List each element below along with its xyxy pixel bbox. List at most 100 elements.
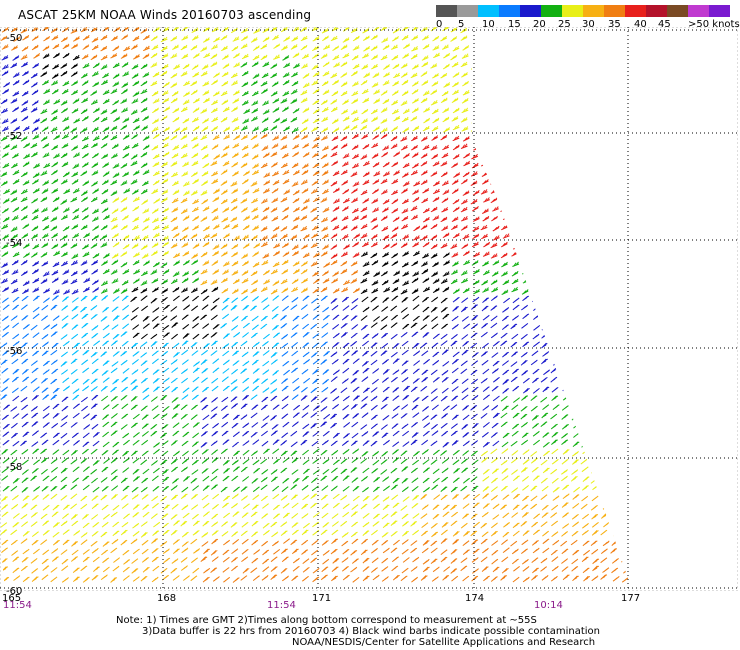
wind-barb bbox=[50, 394, 58, 401]
wind-barb bbox=[591, 206, 598, 212]
wind-barb bbox=[350, 440, 358, 447]
wind-barb bbox=[301, 368, 309, 375]
wind-barb bbox=[522, 81, 530, 88]
wind-barb bbox=[292, 197, 300, 204]
wind-barb bbox=[621, 305, 629, 312]
wind-barb bbox=[70, 260, 78, 266]
wind-barb bbox=[370, 322, 378, 328]
wind-barb bbox=[2, 439, 10, 446]
wind-barb bbox=[522, 459, 530, 465]
wind-barb bbox=[202, 511, 210, 517]
wind-barb bbox=[50, 458, 58, 465]
wind-barb bbox=[212, 422, 220, 429]
wind-barb bbox=[112, 333, 120, 340]
wind-barb bbox=[402, 530, 409, 537]
wind-barb bbox=[161, 63, 169, 70]
wind-barb bbox=[171, 413, 179, 419]
wind-barb bbox=[231, 288, 239, 294]
wind-barb bbox=[362, 160, 370, 167]
wind-barb bbox=[340, 81, 348, 87]
wind-barb bbox=[60, 100, 68, 106]
wind-barb bbox=[232, 350, 240, 357]
wind-barb bbox=[61, 315, 69, 321]
wind-barb bbox=[451, 179, 459, 185]
wind-barb bbox=[362, 143, 370, 150]
wind-barb bbox=[110, 469, 118, 475]
wind-barb bbox=[572, 261, 580, 268]
wind-barb bbox=[342, 413, 350, 420]
wind-barb bbox=[383, 72, 390, 78]
wind-barb bbox=[441, 369, 449, 376]
wind-barb bbox=[520, 421, 528, 428]
wind-barb bbox=[43, 99, 50, 105]
wind-barb bbox=[192, 97, 200, 104]
wind-barb bbox=[542, 79, 549, 86]
wind-barb bbox=[121, 295, 129, 302]
wind-barb bbox=[220, 323, 228, 329]
wind-barb bbox=[31, 126, 39, 133]
wind-barb bbox=[231, 502, 238, 509]
wind-barb bbox=[450, 549, 458, 555]
wind-barb bbox=[141, 539, 149, 546]
wind-barb bbox=[100, 198, 108, 205]
wind-barb bbox=[430, 171, 438, 177]
wind-barb bbox=[260, 484, 268, 491]
wind-barb bbox=[520, 189, 528, 195]
wind-barb bbox=[231, 251, 238, 258]
wind-barb bbox=[21, 459, 29, 466]
wind-barb bbox=[222, 350, 230, 357]
wind-barb bbox=[551, 116, 558, 123]
wind-barb bbox=[192, 567, 200, 574]
wind-barb bbox=[81, 89, 89, 96]
wind-barb bbox=[52, 63, 60, 70]
wind-barb bbox=[192, 107, 200, 113]
wind-barb bbox=[400, 289, 408, 295]
wind-barb bbox=[181, 35, 189, 41]
wind-barb bbox=[541, 504, 549, 511]
wind-barb bbox=[551, 395, 559, 402]
wind-barb bbox=[441, 207, 449, 213]
wind-barb bbox=[572, 134, 580, 141]
wind-barb bbox=[271, 81, 279, 87]
wind-barb bbox=[71, 289, 79, 295]
wind-barb bbox=[440, 243, 448, 249]
wind-barb bbox=[461, 107, 469, 114]
wind-barb bbox=[170, 440, 178, 446]
wind-barb bbox=[523, 89, 531, 95]
wind-barb bbox=[251, 143, 259, 149]
wind-barb bbox=[512, 235, 519, 241]
wind-barb bbox=[72, 412, 80, 419]
wind-barb bbox=[411, 107, 419, 113]
wind-barb bbox=[512, 385, 520, 392]
wind-barb bbox=[181, 287, 188, 293]
wind-barb bbox=[511, 142, 519, 149]
wind-barb bbox=[522, 377, 530, 384]
wind-barb bbox=[50, 115, 58, 122]
wind-barb bbox=[551, 520, 559, 527]
wind-barb bbox=[11, 387, 19, 394]
wind-barb bbox=[351, 477, 359, 483]
wind-barb bbox=[353, 233, 361, 239]
wind-barb bbox=[342, 548, 350, 555]
wind-barb bbox=[120, 539, 128, 546]
wind-barb bbox=[200, 108, 208, 114]
wind-barb bbox=[81, 214, 89, 221]
wind-barb bbox=[531, 136, 539, 142]
wind-barb bbox=[130, 404, 138, 411]
wind-barb bbox=[600, 395, 608, 401]
wind-barb bbox=[590, 467, 598, 474]
legend-label: 40 bbox=[634, 19, 647, 30]
wind-barb bbox=[432, 351, 440, 358]
wind-barb bbox=[222, 269, 229, 275]
wind-barb bbox=[461, 126, 469, 132]
wind-barb bbox=[342, 405, 350, 411]
wind-barb bbox=[220, 45, 228, 52]
wind-barb bbox=[20, 171, 28, 178]
wind-barb bbox=[400, 413, 408, 419]
wind-barb bbox=[242, 189, 250, 195]
wind-barb bbox=[232, 36, 240, 42]
wind-barb bbox=[541, 324, 549, 331]
wind-barb bbox=[571, 98, 579, 104]
wind-barb bbox=[200, 431, 208, 437]
wind-barb bbox=[461, 378, 469, 384]
